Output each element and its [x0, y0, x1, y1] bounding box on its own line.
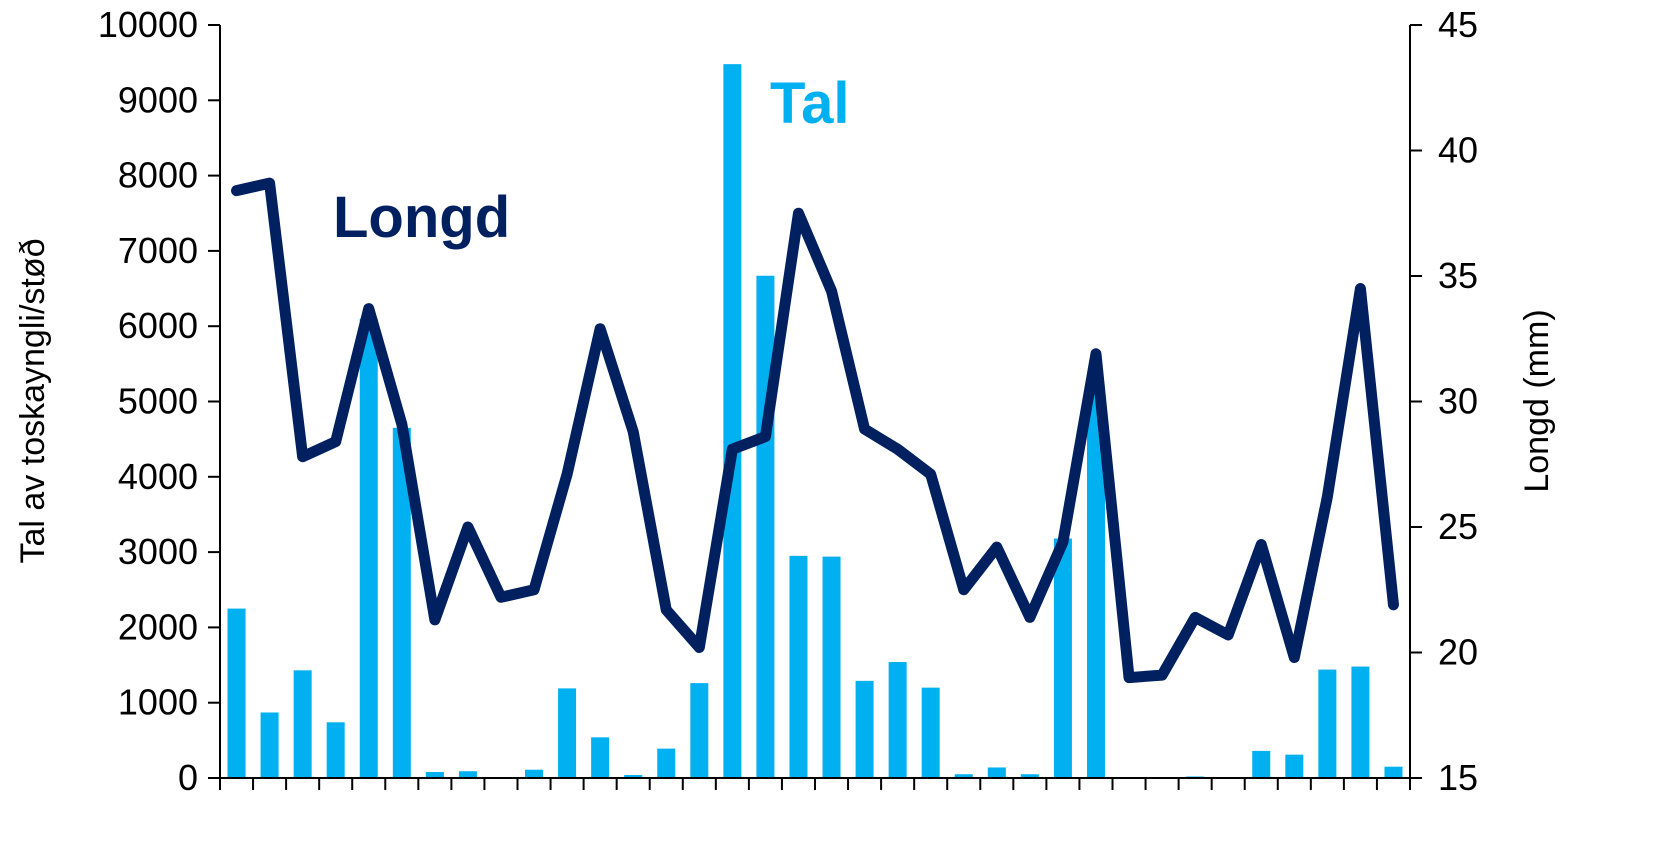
longd-point-12 — [599, 328, 601, 330]
left-tick-label: 2000 — [118, 606, 198, 647]
left-tick-label: 5000 — [118, 381, 198, 422]
bar-14 — [657, 748, 676, 778]
right-tick-label: 35 — [1438, 255, 1478, 296]
bar-2 — [260, 712, 279, 778]
left-tick-label: 8000 — [118, 155, 198, 196]
bar-18 — [789, 555, 808, 778]
bar-15 — [690, 683, 709, 778]
bar-10 — [525, 769, 544, 778]
longd-point-1 — [236, 190, 238, 192]
right-axis-ticks: 15 20 25 30 35 40 45 — [1410, 4, 1478, 798]
bar-26 — [1053, 538, 1072, 778]
annotation-longd: Longd — [333, 185, 510, 250]
bar-4 — [326, 722, 345, 778]
longd-point-29 — [1161, 674, 1163, 676]
right-tick-label: 45 — [1438, 4, 1478, 45]
bar-24 — [987, 767, 1006, 778]
right-tick-label: 25 — [1438, 506, 1478, 547]
left-tick-label: 3000 — [118, 531, 198, 572]
longd-point-26 — [1062, 541, 1064, 543]
longd-point-13 — [632, 431, 634, 433]
annotation-tal: Tal — [770, 71, 850, 136]
bar-17 — [756, 275, 775, 778]
longd-point-35 — [1359, 288, 1361, 290]
bar-11 — [558, 688, 577, 778]
left-axis-title: Tal av toskayngli/støð — [14, 238, 52, 563]
longd-point-23 — [963, 589, 965, 591]
bar-33 — [1285, 754, 1304, 778]
right-axis-title: Longd (mm) — [1518, 309, 1556, 492]
left-tick-label: 9000 — [118, 79, 198, 120]
longd-point-14 — [665, 609, 667, 611]
left-tick-label: 10000 — [98, 4, 198, 45]
longd-point-19 — [831, 290, 833, 292]
bar-16 — [723, 64, 742, 778]
longd-point-4 — [335, 441, 337, 443]
longd-point-30 — [1194, 616, 1196, 618]
bar-3 — [293, 670, 312, 778]
longd-point-24 — [996, 546, 998, 548]
bar-32 — [1252, 750, 1271, 778]
longd-point-36 — [1392, 604, 1394, 606]
bar-5 — [359, 318, 378, 778]
longd-point-9 — [500, 596, 502, 598]
bar-35 — [1351, 666, 1370, 778]
bar-20 — [855, 680, 874, 778]
right-tick-label: 40 — [1438, 130, 1478, 171]
left-tick-label: 4000 — [118, 456, 198, 497]
longd-point-31 — [1227, 634, 1229, 636]
bar-36 — [1384, 766, 1403, 778]
longd-point-3 — [302, 456, 304, 458]
longd-point-32 — [1260, 544, 1262, 546]
bar-1 — [227, 608, 246, 778]
bar-8 — [458, 771, 477, 778]
longd-point-8 — [467, 526, 469, 528]
bar-34 — [1318, 669, 1337, 778]
bar-series-tal — [227, 64, 1403, 778]
left-tick-label: 1000 — [118, 682, 198, 723]
left-axis-ticks: 0 1000 2000 3000 4000 5000 6000 7000 8000 9000 100… — [98, 4, 220, 798]
bar-27 — [1086, 390, 1105, 778]
longd-point-10 — [533, 589, 535, 591]
longd-point-34 — [1326, 496, 1328, 498]
left-tick-label: 0 — [178, 757, 198, 798]
longd-point-18 — [797, 212, 799, 214]
bar-21 — [888, 662, 907, 778]
longd-point-15 — [698, 646, 700, 648]
bar-6 — [392, 427, 411, 778]
longd-point-20 — [864, 428, 866, 430]
bar-7 — [425, 771, 444, 778]
longd-point-22 — [930, 473, 932, 475]
bar-19 — [822, 556, 841, 778]
bar-25 — [1020, 774, 1039, 778]
longd-point-2 — [269, 182, 271, 184]
line-series-longd — [231, 177, 1399, 684]
right-tick-label: 20 — [1438, 632, 1478, 673]
longd-point-11 — [566, 473, 568, 475]
bar-22 — [921, 687, 940, 778]
bar-13 — [624, 774, 643, 778]
longd-point-27 — [1095, 353, 1097, 355]
left-tick-label: 7000 — [118, 230, 198, 271]
longd-point-21 — [897, 448, 899, 450]
longd-point-5 — [368, 308, 370, 310]
bar-12 — [591, 737, 610, 778]
right-tick-label: 30 — [1438, 381, 1478, 422]
longd-point-25 — [1029, 616, 1031, 618]
right-tick-label: 15 — [1438, 757, 1478, 798]
longd-point-33 — [1293, 657, 1295, 659]
longd-point-16 — [731, 448, 733, 450]
longd-point-7 — [434, 619, 436, 621]
longd-point-17 — [764, 436, 766, 438]
longd-point-6 — [401, 423, 403, 425]
left-tick-label: 6000 — [118, 305, 198, 346]
bar-23 — [954, 774, 973, 778]
longd-line — [231, 177, 1399, 684]
longd-point-28 — [1128, 677, 1130, 679]
